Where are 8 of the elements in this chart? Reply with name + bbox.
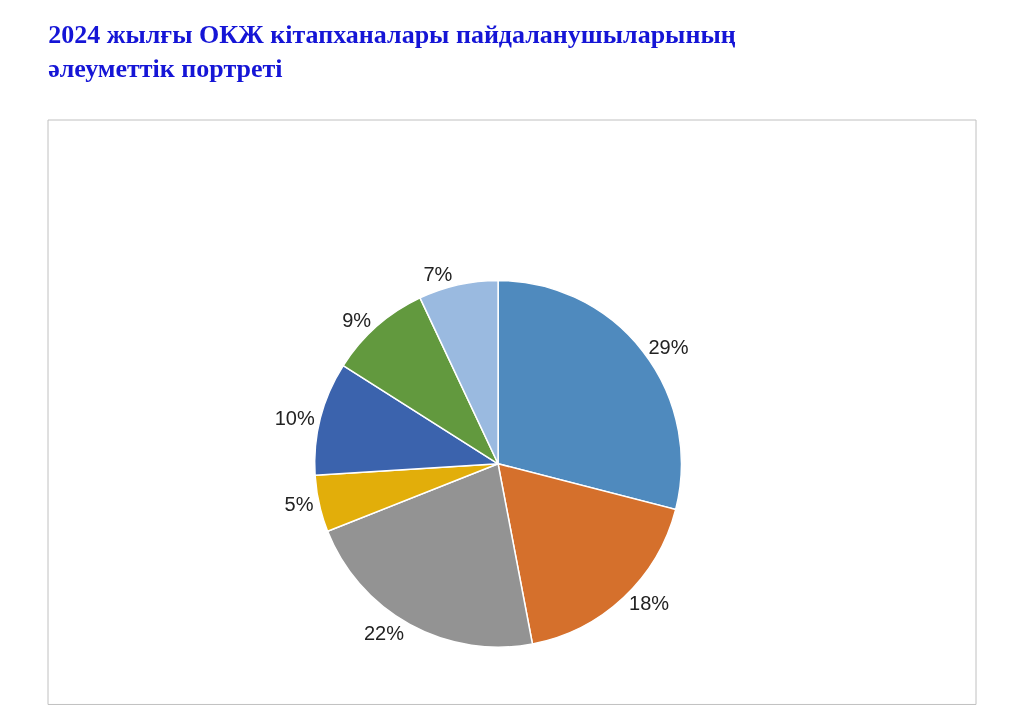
data-label: 18%: [629, 592, 670, 615]
data-label: 22%: [364, 621, 405, 644]
data-label: 5%: [284, 493, 314, 516]
data-label: 7%: [423, 263, 453, 286]
data-label: 9%: [342, 309, 372, 332]
data-label: 10%: [274, 406, 315, 429]
chart-title: 2024 жылғы ОКЖ кітапханалары пайдаланушыларының әлеуметтік портреті: [48, 20, 736, 84]
data-label: 29%: [648, 336, 689, 359]
